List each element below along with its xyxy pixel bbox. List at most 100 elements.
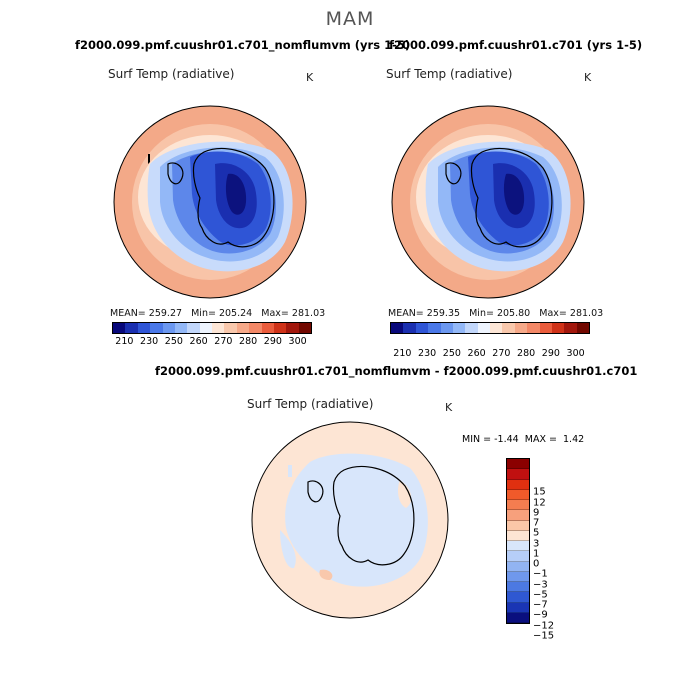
colorbar-swatch [391, 323, 404, 333]
panel-2-title: f2000.099.pmf.cuushr01.c701 (yrs 1-5) [389, 38, 643, 52]
colorbar-tick-label: 260 [467, 348, 486, 359]
diff-colorbar-swatch [507, 612, 529, 623]
colorbar-swatch [502, 323, 515, 333]
colorbar-swatch [576, 323, 589, 333]
diff-colorbar-swatch [507, 479, 529, 490]
diff-colorbar-swatch [507, 520, 529, 531]
colorbar-swatch [137, 323, 151, 333]
panel-1-variable: Surf Temp (radiative) [108, 67, 235, 81]
colorbar-swatch [539, 323, 552, 333]
colorbar-tick-label: 270 [492, 348, 511, 359]
diff-colorbar-swatch [507, 459, 529, 470]
diff-colorbar-swatch [507, 582, 529, 593]
panel-1-units: K [306, 71, 314, 84]
diff-colorbar-tick-label: 12 [533, 497, 546, 508]
diff-colorbar-tick-label: −5 [533, 589, 548, 601]
panel-1-max-label: Max= [261, 308, 289, 319]
colorbar-swatch [428, 323, 441, 333]
diff-colorbar-swatch [507, 500, 529, 511]
diff-colorbar-tick-label: 7 [533, 517, 540, 529]
panel-1-map [113, 105, 307, 299]
diff-min-label: MIN = [462, 434, 492, 445]
diff-colorbar-tick-label: −9 [533, 609, 548, 621]
colorbar-swatch [249, 323, 262, 333]
colorbar-swatch [298, 323, 311, 333]
panel-1-colorbar-labels: 210 230 250 260 270 280 290 300 [112, 336, 310, 348]
panel-1-colorbar [112, 322, 312, 334]
panel-2-max-value: 281.03 [569, 308, 604, 319]
colorbar-tick-label: 230 [418, 348, 437, 359]
colorbar-swatch [551, 323, 565, 333]
colorbar-swatch [403, 323, 416, 333]
diff-panel-title: f2000.099.pmf.cuushr01.c701_nomflumvm - … [155, 364, 638, 378]
colorbar-swatch [162, 323, 175, 333]
diff-minmax: MIN = -1.44 MAX = 1.42 [462, 434, 584, 445]
diff-colorbar-swatch [507, 602, 529, 613]
panel-2-stats: MEAN= 259.35 Min= 205.80 Max= 281.03 [388, 308, 603, 319]
colorbar-swatch [415, 323, 429, 333]
colorbar-swatch [477, 323, 490, 333]
colorbar-swatch [273, 323, 287, 333]
colorbar-swatch [199, 323, 212, 333]
diff-colorbar-swatch [507, 541, 529, 552]
diff-colorbar [506, 458, 530, 624]
season-title: MAM [325, 8, 375, 30]
panel-1-stats: MEAN= 259.27 Min= 205.24 Max= 281.03 [110, 308, 325, 319]
diff-colorbar-tick-label: −12 [533, 620, 555, 631]
colorbar-swatch [174, 323, 188, 333]
colorbar-swatch [212, 323, 225, 333]
diff-colorbar-swatch [507, 489, 529, 500]
colorbar-swatch [125, 323, 138, 333]
diff-colorbar-tick-label: −1 [533, 568, 548, 580]
colorbar-tick-label: 260 [189, 336, 208, 347]
panel-2-colorbar [390, 322, 590, 334]
panel-1-max-value: 281.03 [291, 308, 326, 319]
diff-colorbar-tick-label: 3 [533, 538, 540, 549]
panel-2-map [391, 105, 585, 299]
colorbar-swatch [490, 323, 503, 333]
diff-colorbar-tick-label: 15 [533, 486, 546, 498]
panel-2-mean-value: 259.35 [426, 308, 461, 319]
diff-colorbar-swatch [507, 571, 529, 582]
colorbar-tick-label: 300 [566, 348, 585, 359]
colorbar-tick-label: 210 [393, 348, 412, 359]
diff-colorbar-swatch [507, 510, 529, 521]
colorbar-swatch [113, 323, 126, 333]
diff-colorbar-tick-label: 5 [533, 527, 540, 539]
diff-colorbar-tick-label: −3 [533, 579, 548, 590]
colorbar-swatch [150, 323, 163, 333]
colorbar-swatch [224, 323, 237, 333]
diff-panel-units: K [445, 401, 453, 414]
panel-1-title: f2000.099.pmf.cuushr01.c701_nomflumvm (y… [75, 38, 411, 52]
colorbar-tick-label: 300 [288, 336, 307, 347]
diff-colorbar-swatch [507, 561, 529, 572]
diff-colorbar-tick-label: 0 [533, 558, 540, 570]
colorbar-tick-label: 250 [442, 348, 461, 359]
colorbar-swatch [465, 323, 478, 333]
colorbar-swatch [286, 323, 299, 333]
colorbar-tick-label: 230 [140, 336, 159, 347]
panel-2-max-label: Max= [539, 308, 567, 319]
colorbar-tick-label: 210 [115, 336, 134, 347]
panel-1-mean-label: MEAN= [110, 308, 146, 319]
panel-1-min-label: Min= [191, 308, 216, 319]
diff-panel-variable: Surf Temp (radiative) [247, 397, 374, 411]
panel-2-units: K [584, 71, 592, 84]
diff-colorbar-tick-label: −15 [533, 630, 555, 642]
diff-panel-map [251, 421, 449, 619]
panel-2-min-label: Min= [469, 308, 494, 319]
diff-max-label: MAX = [524, 434, 557, 445]
diff-max-value: 1.42 [563, 434, 585, 445]
panel-2-mean-label: MEAN= [388, 308, 424, 319]
colorbar-tick-label: 280 [517, 348, 536, 359]
colorbar-swatch [236, 323, 250, 333]
diff-colorbar-tick-label: 9 [533, 507, 540, 519]
colorbar-swatch [187, 323, 200, 333]
panel-2-variable: Surf Temp (radiative) [386, 67, 513, 81]
colorbar-swatch [564, 323, 577, 333]
diff-colorbar-swatch [507, 551, 529, 562]
colorbar-tick-label: 250 [164, 336, 183, 347]
diff-colorbar-swatch [507, 592, 529, 603]
panel-2-min-value: 205.80 [496, 308, 531, 319]
colorbar-swatch [527, 323, 540, 333]
